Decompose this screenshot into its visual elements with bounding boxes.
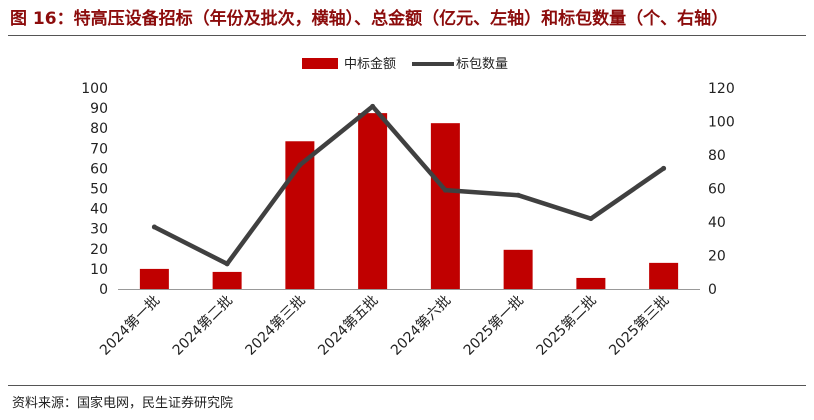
- right-axis-tick-label: 120: [708, 81, 735, 97]
- x-axis-tick-label: 2024第三批: [242, 292, 309, 359]
- x-axis-tick-label: 2024第六批: [387, 292, 454, 359]
- left-axis-tick-label: 40: [90, 202, 108, 218]
- chart-title: 图 16：特高压设备招标（年份及批次，横轴）、总金额（亿元、左轴）和标包数量（个…: [10, 9, 729, 29]
- bottom-divider: [8, 385, 806, 386]
- right-axis: 0 20 40 60 80 100 120: [708, 81, 735, 298]
- x-axis-tick-label: 2025第一批: [460, 292, 527, 359]
- line-path: [152, 104, 666, 267]
- left-axis-tick-label: 0: [99, 282, 108, 298]
- top-divider: [8, 35, 806, 36]
- left-axis-tick-label: 60: [90, 161, 108, 177]
- source-note: 资料来源：国家电网，民生证券研究院: [12, 396, 234, 411]
- right-axis-tick-label: 100: [708, 115, 735, 131]
- left-axis-tick-label: 50: [90, 182, 108, 198]
- left-axis-tick-label: 100: [81, 81, 108, 97]
- x-axis-tick-label: 2024第二批: [169, 292, 236, 359]
- right-axis-tick-label: 80: [708, 148, 726, 164]
- bar-7: [576, 277, 606, 289]
- x-axis-tick-label: 2025第二批: [533, 292, 600, 359]
- left-axis-tick-label: 80: [90, 121, 108, 137]
- legend-label-line: 标包数量: [456, 57, 508, 72]
- line-point-8: [661, 165, 667, 171]
- right-axis-tick-label: 20: [708, 249, 726, 265]
- line-point-2: [224, 261, 230, 267]
- x-axis-tick-label: 2024第一批: [96, 292, 163, 359]
- bar-8: [649, 262, 679, 289]
- left-axis-tick-label: 70: [90, 141, 108, 157]
- left-axis-tick-label: 90: [90, 101, 108, 117]
- line-point-3: [297, 162, 303, 168]
- legend-label-bar: 中标金额: [344, 56, 396, 72]
- left-axis-tick-label: 20: [90, 242, 108, 258]
- line-point-6: [515, 192, 521, 198]
- bar-6: [503, 249, 533, 289]
- chart-legend: 中标金额 标包数量: [302, 56, 508, 72]
- left-axis-tick-label: 10: [90, 262, 108, 278]
- line-point-4: [370, 103, 376, 109]
- combo-chart: 中标金额 标包数量 0 10 20 30 40 50 60 70 80 90 100 0 20 40 60…: [81, 56, 735, 359]
- x-axis: 2024第一批 2024第二批 2024第三批 2024第五批 2024第六批 2025第…: [96, 289, 700, 359]
- line-point-1: [151, 224, 157, 230]
- bar-5: [430, 123, 460, 289]
- legend-swatch-bar: [302, 58, 338, 69]
- right-axis-tick-label: 0: [708, 282, 717, 298]
- line-point-5: [442, 187, 448, 193]
- line-point-7: [588, 216, 594, 222]
- right-axis-tick-label: 60: [708, 182, 726, 198]
- bar-1: [139, 268, 169, 289]
- bar-series: [139, 113, 679, 289]
- x-axis-tick-label: 2024第五批: [315, 292, 382, 359]
- right-axis-tick-label: 40: [708, 215, 726, 231]
- bar-4: [358, 113, 388, 289]
- bar-2: [212, 271, 242, 289]
- line-series: [151, 103, 667, 267]
- left-axis: 0 10 20 30 40 50 60 70 80 90 100: [81, 81, 108, 298]
- x-axis-tick-label: 2025第三批: [606, 292, 673, 359]
- left-axis-tick-label: 30: [90, 222, 108, 238]
